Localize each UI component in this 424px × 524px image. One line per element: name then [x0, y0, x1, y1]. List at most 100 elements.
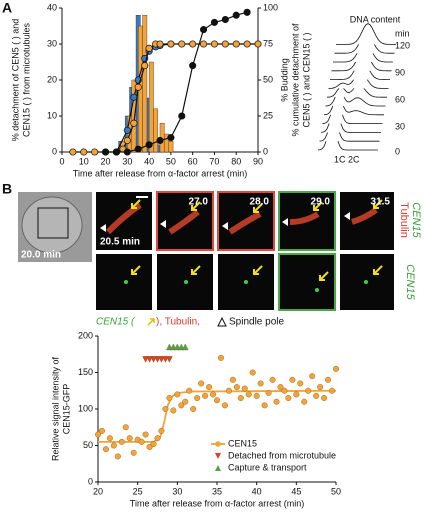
point — [285, 395, 292, 402]
point — [162, 406, 169, 413]
legend-label: Capture & transport — [228, 462, 307, 472]
inset-box — [37, 207, 69, 239]
cen-image — [278, 253, 336, 311]
point — [174, 391, 181, 398]
y2-tick-label: 75 — [263, 38, 273, 48]
point — [329, 387, 336, 394]
channel-label: CEN15 — [410, 202, 422, 238]
point — [126, 435, 133, 442]
x-tick-label: 0 — [59, 156, 64, 166]
legend-text: ), Tubulin, — [156, 317, 200, 328]
point — [182, 398, 189, 405]
point — [130, 119, 138, 127]
point — [69, 148, 77, 156]
time-label: 31.5 — [371, 197, 391, 208]
legend-text: CEN15 ( — [96, 317, 136, 328]
legend-label: CEN15 — [228, 438, 257, 448]
point — [232, 40, 240, 48]
point — [237, 395, 244, 402]
point — [118, 438, 125, 445]
bar — [148, 61, 154, 153]
point — [221, 40, 229, 48]
x-tick-label: 35 — [212, 486, 222, 496]
cell — [21, 196, 83, 254]
dna-peak: 1C — [334, 154, 346, 164]
cen-dot — [315, 288, 319, 292]
point — [102, 446, 109, 453]
spindle — [289, 211, 320, 225]
point — [225, 387, 232, 394]
point — [200, 26, 208, 34]
y2-axis-label: % cumulative detachment of — [290, 23, 300, 137]
dna-tick: 120 — [395, 40, 410, 50]
dna-histogram — [335, 23, 397, 45]
point — [200, 40, 208, 48]
point — [189, 40, 197, 48]
point — [80, 148, 88, 156]
point — [156, 136, 164, 145]
x-tick-label: 90 — [253, 156, 263, 166]
x-axis-label: Time after release from α-factor arrest … — [130, 498, 304, 508]
x-tick-label: 80 — [231, 156, 241, 166]
spindle — [168, 209, 200, 235]
y-axis-label: CEN15-GFP — [61, 384, 71, 435]
point — [309, 373, 316, 380]
y2-tick-label: 25 — [263, 110, 273, 120]
y-tick-label: 100 — [78, 403, 93, 413]
point — [321, 395, 328, 402]
point — [190, 406, 197, 413]
cen-dot — [364, 280, 368, 284]
y-tick-label: 10 — [47, 110, 57, 120]
y-tick-label: 200 — [78, 330, 93, 340]
point — [313, 392, 320, 399]
x-tick-label: 20 — [93, 486, 103, 496]
point — [130, 93, 138, 101]
point — [277, 384, 284, 391]
point — [166, 395, 173, 402]
y2-axis-label: % Budding — [279, 58, 289, 102]
y-tick-label: 150 — [78, 367, 93, 377]
point — [265, 389, 272, 396]
point — [289, 376, 296, 383]
dna-tick: 30 — [395, 121, 405, 131]
point — [167, 40, 175, 48]
bar — [131, 79, 137, 153]
point — [122, 424, 129, 431]
dna-tick: 60 — [395, 94, 405, 104]
spindle — [228, 211, 262, 235]
legend-marker — [215, 441, 221, 447]
legend-arrow — [147, 318, 155, 326]
micrographs — [18, 191, 394, 311]
y-tick-label: 40 — [47, 2, 57, 12]
bar — [142, 14, 148, 153]
y-tick-label: 20 — [47, 74, 57, 84]
x-tick-label: 50 — [331, 486, 341, 496]
time-label: 28.0 — [250, 197, 270, 208]
x-tick-label: 40 — [144, 156, 154, 166]
point — [293, 391, 300, 398]
point — [178, 40, 186, 48]
point — [210, 40, 218, 48]
point — [130, 449, 137, 456]
point — [94, 431, 101, 438]
point — [241, 385, 248, 392]
y2-axis-label: CEN5 ( ) and CEN15 ( ) — [301, 32, 311, 127]
point — [186, 387, 193, 394]
point — [198, 380, 205, 387]
point — [156, 40, 164, 48]
point — [145, 44, 153, 52]
point — [221, 402, 228, 409]
y-axis-label: CEN15 ( ) from microtubules — [21, 22, 31, 137]
y-axis-label: Relative signal intensity of — [50, 356, 60, 461]
y-tick-label: 0 — [52, 146, 57, 156]
point — [134, 145, 142, 153]
panel-label: A — [2, 0, 12, 16]
dna-peak: 2C — [348, 154, 360, 164]
time-label: 27.0 — [189, 197, 209, 208]
point — [123, 126, 131, 134]
x-tick-label: 20 — [101, 156, 111, 166]
point — [317, 384, 324, 391]
point — [253, 392, 260, 399]
point — [254, 40, 262, 48]
